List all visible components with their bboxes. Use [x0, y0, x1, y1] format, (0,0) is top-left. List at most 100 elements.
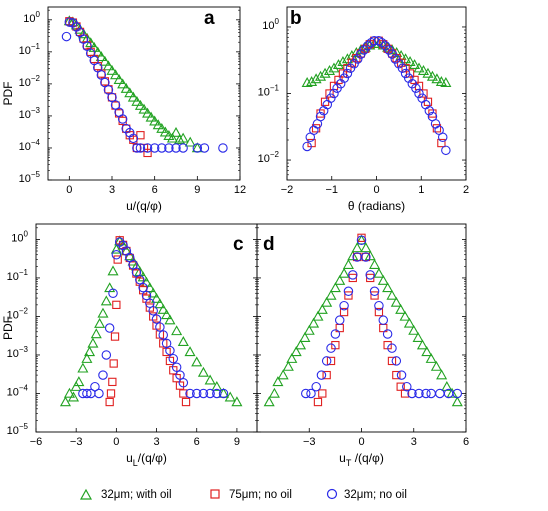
- data-point-noil32: [149, 143, 160, 153]
- data-point-noil32: [402, 381, 412, 392]
- data-point-noil32: [192, 143, 203, 153]
- data-point-noil32: [302, 141, 312, 152]
- data-point-oil32: [152, 119, 164, 130]
- panel-d: −3 0 3 6 uT /(q/φ) d: [256, 223, 469, 468]
- data-point-oil32: [377, 274, 389, 285]
- data-point-noil32: [361, 252, 371, 262]
- data-point-oil32: [301, 77, 313, 87]
- data-point-oil32: [268, 387, 280, 398]
- legend-marker-triangle: [79, 488, 93, 500]
- x-tick-label: 6: [152, 184, 158, 196]
- series-noil32: [302, 36, 451, 156]
- data-point-noil32: [171, 362, 182, 372]
- data-point-noil32: [141, 290, 152, 301]
- data-point-oil32: [441, 380, 453, 391]
- x-tick-label: 0: [373, 184, 379, 196]
- x-tick-label: 3: [411, 436, 417, 448]
- data-point-oil32: [94, 317, 106, 328]
- data-point-oil32: [145, 111, 157, 122]
- data-point-oil32: [204, 374, 216, 385]
- data-point-oil32: [319, 67, 331, 78]
- data-point-oil32: [231, 396, 243, 407]
- data-point-noil75: [108, 377, 117, 387]
- x-tick-label: 9: [234, 436, 240, 448]
- y-axis-label: PDF: [1, 82, 15, 106]
- data-point-oil32: [263, 396, 275, 407]
- data-point-noil75: [338, 69, 348, 78]
- data-point-oil32: [164, 314, 176, 325]
- data-point-oil32: [100, 295, 112, 306]
- legend-label-noil75: 75μm; no oil: [229, 489, 292, 501]
- data-point-noil32: [205, 388, 215, 399]
- y-tick-label: 100: [23, 10, 40, 25]
- y-tick-label: 10−3: [7, 345, 29, 360]
- data-point-oil32: [325, 289, 337, 300]
- data-point-oil32: [95, 51, 107, 62]
- data-point-oil32: [154, 298, 166, 309]
- data-point-noil32: [326, 93, 336, 103]
- data-point-oil32: [382, 282, 394, 293]
- data-point-oil32: [403, 317, 415, 328]
- data-point-oil32: [184, 346, 196, 357]
- data-point-noil32: [356, 235, 367, 246]
- data-point-oil32: [417, 64, 430, 75]
- legend-entry-oil32: 32μm; with oil: [79, 488, 172, 501]
- data-point-oil32: [440, 77, 452, 87]
- data-point-noil32: [98, 370, 108, 380]
- data-point-oil32: [395, 303, 407, 314]
- data-point-noil32: [155, 322, 165, 332]
- data-point-oil32: [299, 332, 311, 342]
- data-point-oil32: [197, 366, 209, 377]
- data-point-noil32: [321, 356, 332, 366]
- data-point-noil32: [311, 381, 321, 392]
- series-noil75: [65, 17, 152, 158]
- series-noil32: [301, 235, 463, 399]
- data-point-oil32: [329, 282, 341, 293]
- data-point-noil32: [435, 388, 445, 399]
- data-point-noil75: [106, 389, 116, 398]
- data-point-oil32: [373, 37, 385, 48]
- data-point-oil32: [120, 82, 132, 93]
- data-point-oil32: [337, 56, 349, 66]
- data-point-noil32: [101, 350, 112, 360]
- panel-label: c: [233, 234, 244, 255]
- data-point-oil32: [332, 59, 344, 70]
- axes-frame-b: [286, 6, 467, 181]
- y-tick-label: 10−1: [7, 268, 29, 283]
- data-point-oil32: [174, 134, 186, 145]
- y-tick-label: 10−4: [19, 138, 41, 153]
- data-point-noil32: [330, 329, 341, 339]
- x-axis-label: uL/(q/φ): [126, 451, 167, 468]
- data-point-noil32: [441, 145, 451, 156]
- data-point-oil32: [400, 53, 412, 64]
- data-point-noil32: [96, 70, 107, 80]
- x-tick-label: 1: [418, 184, 424, 196]
- data-point-noil32: [420, 99, 431, 110]
- data-point-oil32: [412, 332, 424, 342]
- data-point-noil32: [82, 388, 92, 399]
- x-tick-label: −3: [303, 436, 316, 448]
- x-tick-label: 6: [463, 436, 469, 448]
- data-point-oil32: [110, 69, 122, 80]
- data-point-noil75: [396, 382, 405, 391]
- data-point-noil75: [320, 97, 330, 106]
- series-noil75: [105, 236, 191, 407]
- data-point-oil32: [277, 369, 289, 380]
- data-point-noil32: [90, 381, 100, 392]
- data-point-oil32: [97, 307, 109, 318]
- data-point-noil32: [165, 345, 175, 356]
- data-point-oil32: [149, 115, 161, 126]
- data-point-oil32: [124, 87, 136, 98]
- data-point-noil32: [349, 58, 359, 69]
- data-point-oil32: [422, 67, 434, 78]
- data-point-noil32: [390, 54, 401, 64]
- data-point-noil32: [142, 143, 153, 153]
- data-point-noil75: [361, 252, 371, 262]
- data-point-oil32: [159, 126, 171, 137]
- data-point-noil75: [175, 381, 185, 390]
- y-axis-label: PDF: [1, 316, 15, 340]
- data-point-oil32: [347, 250, 359, 261]
- data-point-oil32: [70, 380, 82, 391]
- data-point-noil32: [301, 388, 311, 399]
- x-tick-label: 0: [358, 436, 364, 448]
